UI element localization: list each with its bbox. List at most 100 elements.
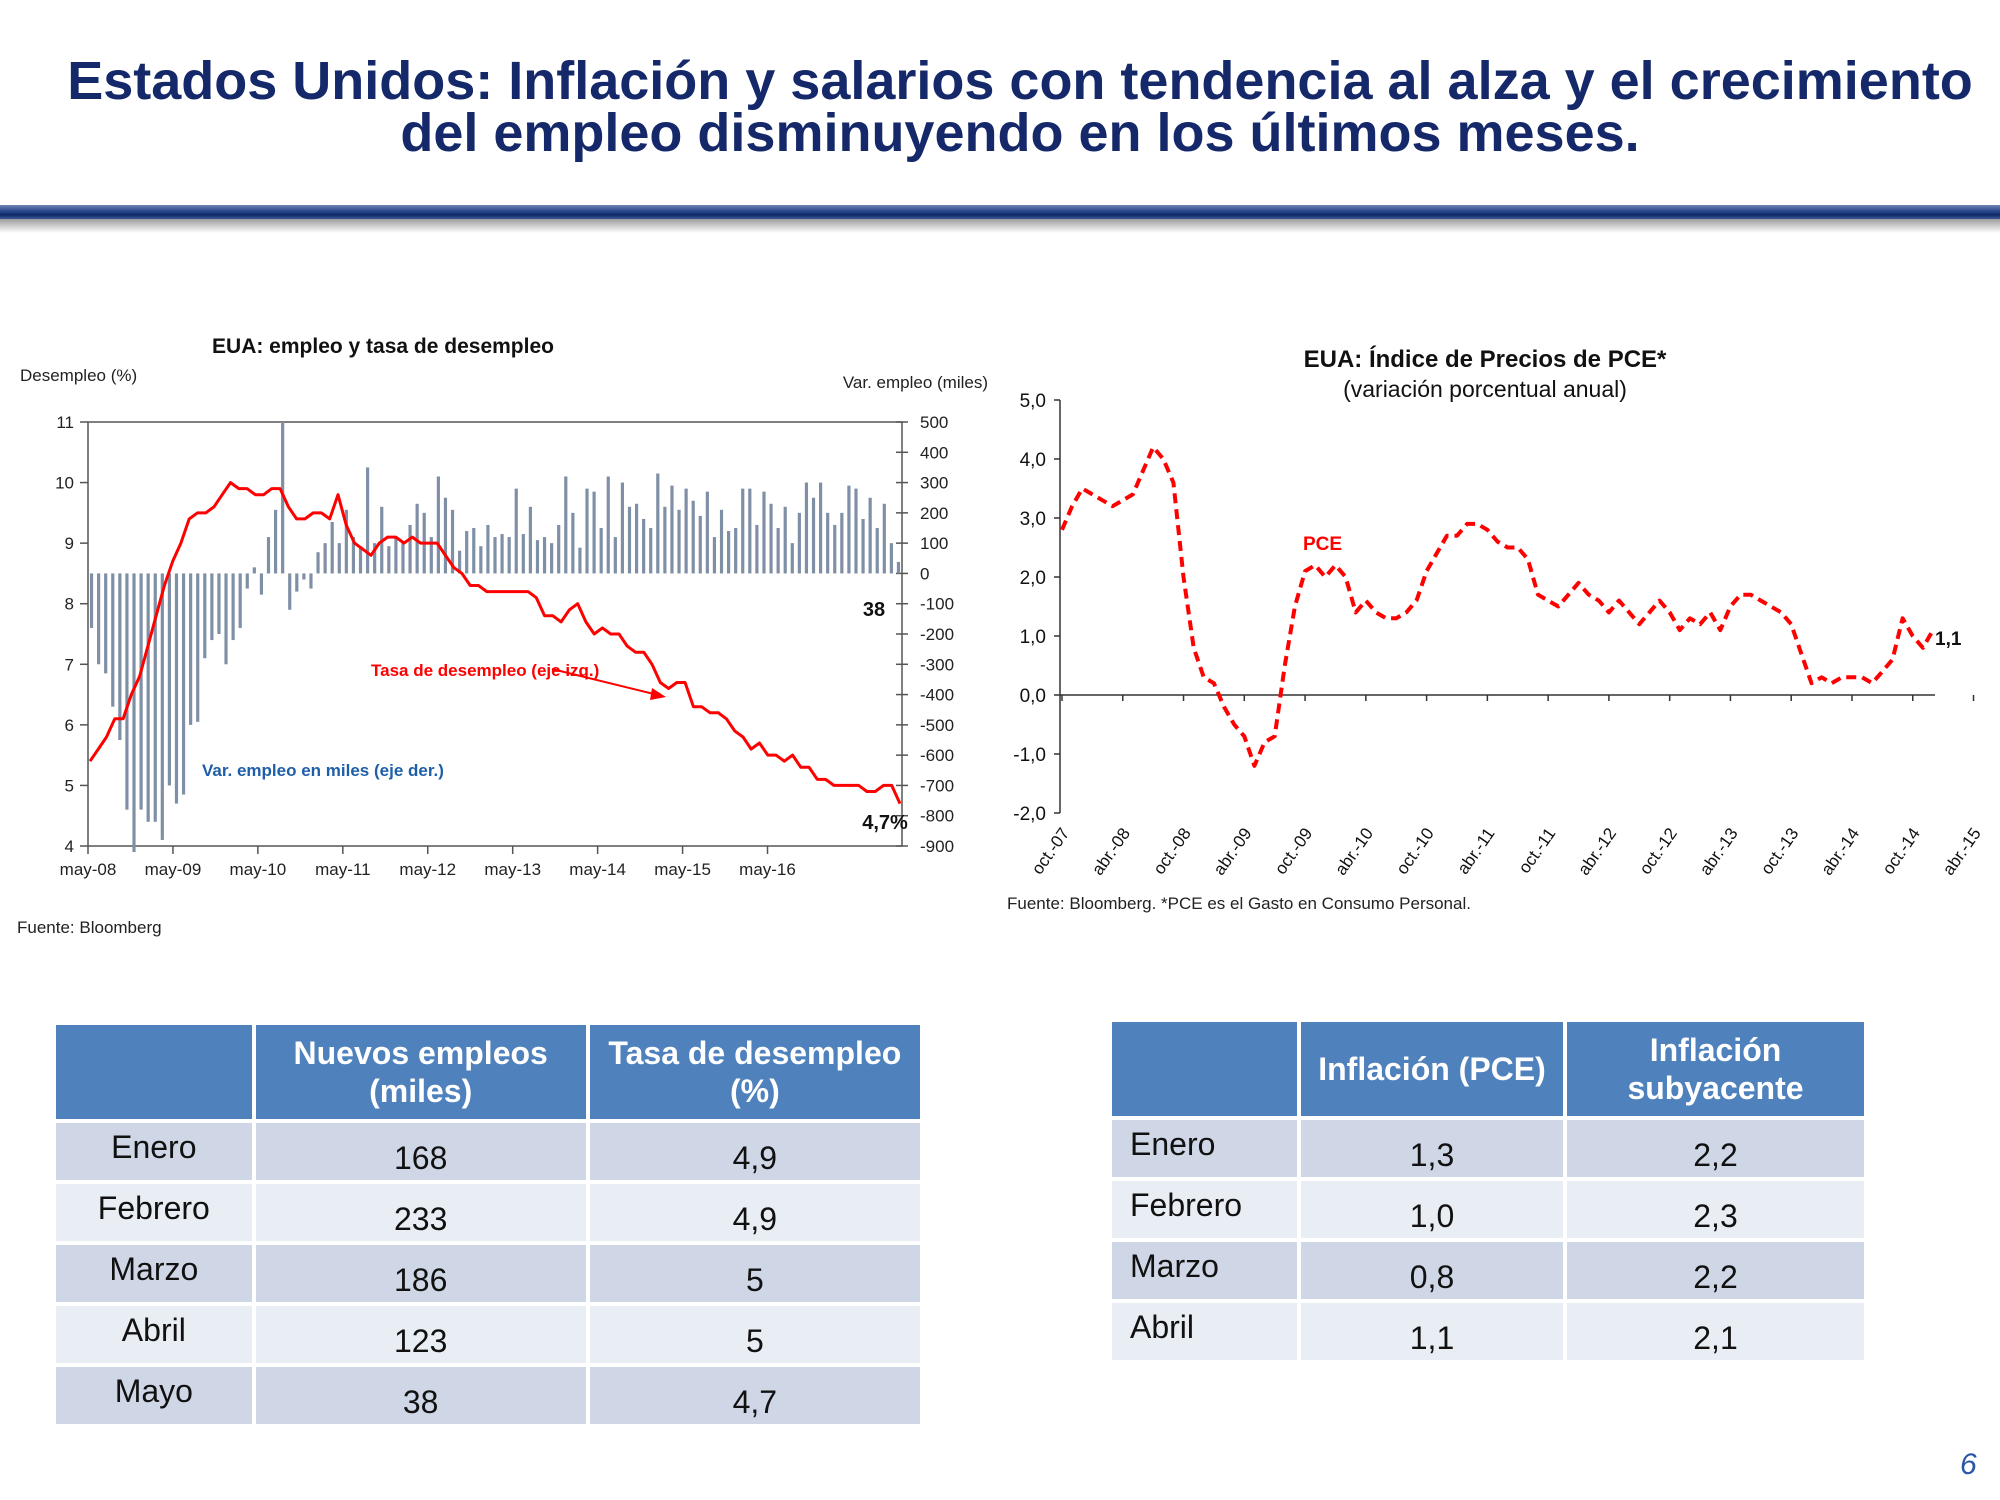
inflation-header-blank [1112,1022,1297,1116]
chart2-y-tick-label: -1,0 [1013,745,1046,766]
employment-bar [578,547,582,574]
employment-bar [288,573,292,610]
employment-bar [819,482,823,574]
table-row: Abril 123 5 [56,1306,920,1363]
chart1-left-tick-label: 7 [65,655,74,674]
chart1-right-tick-label: -100 [920,595,954,614]
employment-bar [712,537,717,574]
chart1-left-tick-label: 5 [65,776,74,795]
employment-bar [323,543,327,574]
chart2-x-tick-label: abr.-10 [1331,824,1377,878]
employment-bar [181,573,186,795]
employment-bar [663,506,667,574]
employment-bar [231,573,235,641]
employment-bar [670,485,674,574]
jobs-cell: 38 [255,1367,586,1424]
chart1-x-tick-label: may-16 [739,860,796,879]
chart1-right-axis-label: Var. empleo (miles) [843,373,988,392]
employment-bar [196,573,200,722]
chart1-right-tick-label: -700 [920,776,954,795]
chart1-last-rate-label: 4,7% [862,812,908,834]
employment-bar [436,476,440,574]
chart1-right-tick-label: 400 [920,443,948,462]
table-row: Febrero 1,0 2,3 [1112,1181,1864,1238]
employment-bar [394,537,398,574]
chart1-x-tick-label: may-11 [315,860,370,879]
employment-bar [613,537,617,574]
employment-bar [238,573,242,628]
employment-bar [132,573,136,853]
chart1-left-tick-label: 9 [65,534,74,553]
chart1-right-tick-label: -900 [920,837,954,856]
employment-bar [861,518,865,574]
chart2-x-tick-label: abr.-12 [1574,824,1620,878]
employment-bar [189,573,193,725]
employment-bar [295,573,299,592]
chart1-right-tick-label: 300 [920,474,948,493]
chart2-x-tick-label: oct.-07 [1028,824,1073,877]
inflation-header-pce: Inflación (PCE) [1301,1022,1563,1116]
employment-bar [620,482,625,574]
pce-cell: 0,8 [1301,1242,1563,1299]
chart2-x-tick-label: oct.-09 [1271,824,1316,877]
table-row: Marzo 0,8 2,2 [1112,1242,1864,1299]
employment-bar [302,573,306,580]
employment-chart: EUA: empleo y tasa de desempleo Desemple… [17,335,988,937]
employment-bar [649,528,653,574]
employment-bar [571,512,575,574]
chart1-right-tick-label: -800 [920,807,954,826]
employment-bar [557,524,561,574]
chart1-left-axis-label: Desempleo (%) [20,366,137,385]
employment-bar [634,503,639,574]
chart1-x-tick-label: may-14 [569,860,626,879]
employment-bar [698,515,702,574]
pce-cell: 1,1 [1301,1303,1563,1360]
chart2-y-tick-label: 4,0 [1020,450,1046,471]
core-cell: 2,3 [1567,1181,1864,1238]
chart1-x-tick-label: may-12 [399,860,456,879]
employment-bar [351,537,356,574]
employment-header-rate: Tasa de desempleo (%) [589,1025,920,1119]
chart1-left-tick-label: 8 [65,595,74,614]
unemployment-rate-line [88,481,902,805]
employment-bar [896,561,901,574]
chart2-last-value-label: 1,1 [1935,629,1962,650]
employment-bar [868,497,872,574]
chart1-right-tick-label: -500 [920,716,954,735]
inflation-table-header: Inflación (PCE) Inflación subyacente [1112,1022,1864,1116]
chart1-right-tick-label: -600 [920,746,954,765]
chart1-emp-label: Var. empleo en miles (eje der.) [202,761,444,780]
employment-bar [734,528,738,574]
employment-bar [585,488,589,574]
employment-bar [316,552,320,574]
chart1-left-tick-label: 11 [56,413,74,432]
chart2-y-tick-label: 3,0 [1020,509,1046,530]
employment-bar [266,537,271,574]
employment-bar [365,467,370,574]
chart1-x-tick-label: may-13 [484,860,541,879]
employment-bar [429,537,433,574]
rate-cell: 5 [589,1306,920,1363]
pce-line [1060,445,1935,768]
employment-bar [203,573,207,659]
inflation-table: Inflación (PCE) Inflación subyacente Ene… [1108,1018,1868,1364]
title-line-1: Estados Unidos: Inflación y salarios con… [67,51,1973,111]
employment-bar [493,537,497,574]
employment-bar [741,488,745,574]
page-title: Estados Unidos: Inflación y salarios con… [30,51,2000,160]
employment-bar [486,524,490,574]
month-cell: Febrero [56,1184,252,1241]
chart1-right-tick-label: 200 [920,504,948,523]
employment-bar [387,546,391,574]
employment-bar [748,488,752,574]
month-cell: Abril [1112,1303,1297,1360]
title-divider-shadow [0,219,2000,233]
employment-bar [479,546,483,574]
core-cell: 2,1 [1567,1303,1864,1360]
chart1-left-tick-label: 6 [65,716,74,735]
employment-bar [599,528,603,574]
chart1-rate-label: Tasa de desempleo (eje izq.) [371,661,599,680]
employment-bar [458,550,462,574]
chart1-left-tick-label: 10 [55,474,74,493]
employment-bar [719,509,724,574]
